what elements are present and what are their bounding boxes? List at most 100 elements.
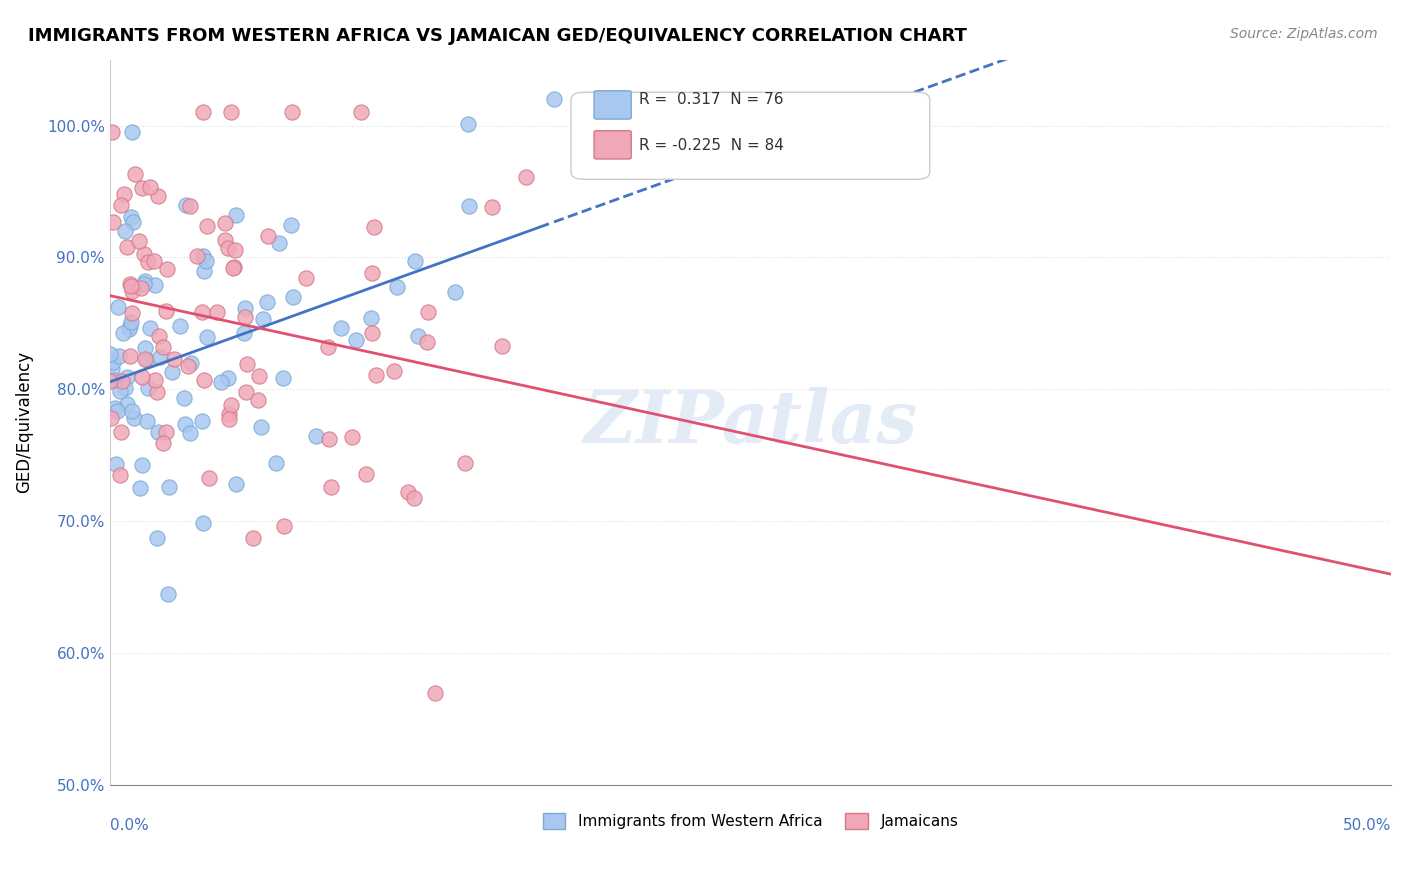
Immigrants from Western Africa [193,249,215,263]
Jamaicans [281,105,304,120]
Immigrants from Western Africa [233,301,256,315]
Immigrants from Western Africa [121,215,143,229]
Immigrants from Western Africa [136,414,159,428]
Jamaicans [221,105,243,120]
Jamaicans [179,199,201,213]
Jamaicans [224,243,246,257]
Immigrants from Western Africa [174,417,197,431]
Jamaicans [177,359,200,373]
Immigrants from Western Africa [157,480,180,494]
Immigrants from Western Africa [252,312,274,326]
Jamaicans [134,247,156,261]
Immigrants from Western Africa [145,531,167,545]
Immigrants from Western Africa [105,403,128,417]
Jamaicans [111,374,134,388]
Immigrants from Western Africa [115,397,138,411]
Jamaicans [316,340,339,354]
Immigrants from Western Africa [98,347,121,361]
Jamaicans [120,350,142,364]
Immigrants from Western Africa [110,384,132,399]
Jamaicans [110,197,132,211]
Jamaicans [136,255,159,269]
Jamaicans [319,480,342,494]
Jamaicans [246,392,269,407]
Immigrants from Western Africa [232,326,254,340]
Immigrants from Western Africa [112,326,135,341]
Immigrants from Western Africa [122,411,145,425]
Immigrants from Western Africa [305,429,328,443]
Immigrants from Western Africa [131,458,153,472]
Jamaicans [416,334,439,349]
Jamaicans [257,229,280,244]
Jamaicans [121,284,143,298]
Immigrants from Western Africa [193,264,215,278]
Jamaicans [129,281,152,295]
Jamaicans [152,340,174,354]
Jamaicans [143,373,166,387]
Jamaicans [233,310,256,324]
Jamaicans [128,234,150,248]
Jamaicans [214,216,236,230]
FancyBboxPatch shape [595,131,631,159]
Immigrants from Western Africa [129,481,152,495]
Immigrants from Western Africa [118,322,141,336]
Immigrants from Western Africa [256,294,278,309]
Text: ZIPatlas: ZIPatlas [583,387,918,458]
Jamaicans [214,233,236,247]
Jamaicans [186,249,208,263]
Immigrants from Western Africa [169,319,191,334]
Jamaicans [224,260,246,275]
Text: R =  0.317  N = 76: R = 0.317 N = 76 [638,92,783,107]
Jamaicans [98,374,121,388]
Jamaicans [118,277,141,291]
Immigrants from Western Africa [146,425,169,439]
Jamaicans [152,436,174,450]
Jamaicans [124,167,146,181]
Immigrants from Western Africa [120,318,142,333]
Immigrants from Western Africa [134,274,156,288]
Immigrants from Western Africa [280,218,302,232]
Jamaicans [356,467,378,481]
Jamaicans [423,685,446,699]
Immigrants from Western Africa [120,315,142,329]
Jamaicans [146,189,169,203]
Immigrants from Western Africa [269,235,291,250]
Jamaicans [100,125,122,139]
Immigrants from Western Africa [360,311,382,326]
Text: IMMIGRANTS FROM WESTERN AFRICA VS JAMAICAN GED/EQUIVALENCY CORRELATION CHART: IMMIGRANTS FROM WESTERN AFRICA VS JAMAIC… [28,27,967,45]
Immigrants from Western Africa [179,425,201,440]
Jamaicans [481,200,503,214]
Jamaicans [361,326,384,340]
Jamaicans [110,425,132,439]
Jamaicans [155,303,177,318]
Jamaicans [364,368,387,383]
Jamaicans [146,385,169,400]
Immigrants from Western Africa [194,254,217,268]
Jamaicans [402,491,425,506]
Immigrants from Western Africa [404,253,426,268]
Immigrants from Western Africa [209,375,232,389]
Immigrants from Western Africa [264,456,287,470]
Jamaicans [453,456,475,470]
Immigrants from Western Africa [344,334,367,348]
Immigrants from Western Africa [136,381,159,395]
Jamaicans [361,266,384,280]
Jamaicans [217,241,239,255]
Immigrants from Western Africa [104,401,127,416]
Immigrants from Western Africa [108,349,131,363]
Jamaicans [120,278,142,293]
Immigrants from Western Africa [143,278,166,293]
Immigrants from Western Africa [387,280,409,294]
Jamaicans [198,471,221,485]
Y-axis label: GED/Equivalency: GED/Equivalency [15,351,32,493]
Jamaicans [156,262,179,277]
Jamaicans [163,352,186,367]
Immigrants from Western Africa [195,330,218,344]
Jamaicans [100,410,122,425]
Jamaicans [101,215,124,229]
Jamaicans [190,305,212,319]
Immigrants from Western Africa [104,457,127,471]
Text: R = -0.225  N = 84: R = -0.225 N = 84 [638,137,783,153]
Immigrants from Western Africa [114,381,136,395]
Text: 0.0%: 0.0% [110,818,149,833]
